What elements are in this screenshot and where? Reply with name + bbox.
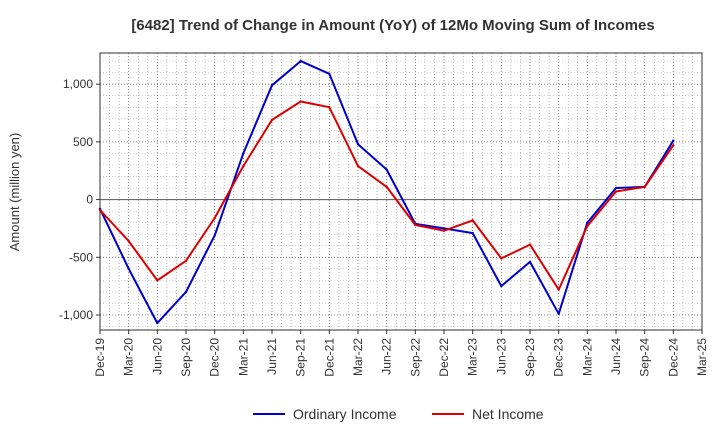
x-tick-label: Sep-24: [638, 338, 652, 377]
data-point: [414, 223, 417, 227]
data-point: [299, 59, 302, 63]
data-point: [270, 118, 274, 122]
data-point: [442, 229, 446, 232]
data-point: [672, 144, 675, 147]
x-tick-label: Dec-23: [552, 338, 566, 377]
y-axis-label: Amount (million yen): [7, 133, 22, 252]
data-point: [442, 227, 446, 230]
x-tick-label: Sep-20: [179, 338, 193, 377]
chart-title: [6482] Trend of Change in Amount (YoY) o…: [131, 17, 654, 34]
minor-gridlines: [100, 53, 702, 330]
data-point: [385, 168, 388, 171]
data-point: [385, 185, 388, 189]
data-point: [557, 312, 560, 316]
data-point: [213, 216, 216, 220]
x-tick-label: Jun-21: [265, 338, 279, 375]
data-point: [127, 267, 130, 271]
data-point: [643, 185, 646, 189]
data-point: [184, 290, 188, 294]
legend: Ordinary Income Net Income: [253, 406, 544, 422]
x-tick-label: Sep-22: [408, 338, 422, 377]
data-point: [356, 142, 360, 146]
x-tick-label: Mar-24: [580, 338, 594, 376]
x-axis: Dec-19 Mar-20 Jun-20 Sep-20 Dec-20 Mar-21 Jun-…: [93, 53, 709, 377]
data-point: [328, 106, 331, 109]
x-tick-label: Jun-24: [609, 338, 623, 375]
x-tick-label: Dec-20: [208, 338, 222, 377]
y-tick-label: -500: [69, 250, 93, 264]
data-point: [299, 100, 302, 103]
legend-label: Net Income: [472, 406, 544, 422]
data-point: [672, 139, 675, 142]
data-point: [500, 284, 503, 288]
legend-item: Net Income: [432, 406, 544, 422]
data-point: [242, 164, 245, 168]
plot-background: [100, 53, 702, 330]
data-point: [528, 260, 532, 264]
data-point: [471, 219, 474, 222]
x-tick-label: Mar-20: [122, 338, 136, 376]
data-point: [500, 257, 503, 260]
x-tick-label: Dec-24: [666, 338, 680, 377]
data-point: [614, 190, 618, 193]
data-point: [213, 234, 216, 237]
x-tick-label: Mar-25: [695, 338, 709, 376]
y-tick-label: 0: [86, 193, 93, 207]
x-tick-label: Sep-23: [523, 338, 537, 377]
x-tick-label: Mar-22: [351, 338, 365, 376]
data-point: [127, 239, 130, 243]
data-point: [156, 321, 159, 325]
data-point: [586, 221, 589, 224]
data-point: [156, 279, 159, 282]
x-tick-label: Jun-22: [380, 338, 394, 375]
data-point: [586, 224, 589, 228]
legend-item: Ordinary Income: [253, 406, 397, 422]
data-point: [471, 231, 474, 235]
y-axis: 1,000 500 0 -500 -1,000: [59, 77, 702, 322]
plot-area: Dec-19 Mar-20 Jun-20 Sep-20 Dec-20 Mar-21 Jun-…: [59, 52, 709, 377]
data-point: [242, 152, 245, 155]
data-point: [98, 208, 102, 212]
y-tick-label: -1,000: [59, 308, 93, 322]
x-tick-label: Mar-21: [236, 338, 250, 376]
data-point: [614, 186, 618, 190]
x-tick-label: Jun-20: [150, 338, 164, 375]
y-tick-label: 1,000: [63, 77, 93, 91]
y-tick-label: 500: [73, 135, 93, 149]
x-tick-label: Jun-23: [494, 338, 508, 375]
data-point: [184, 259, 188, 262]
series-net-income: [98, 100, 675, 291]
data-point: [528, 243, 532, 246]
x-tick-label: Dec-22: [437, 338, 451, 377]
data-point: [356, 164, 360, 168]
data-point: [270, 84, 274, 87]
data-point: [557, 288, 560, 291]
x-tick-label: Dec-21: [322, 338, 336, 377]
x-tick-label: Dec-19: [93, 338, 107, 377]
data-point: [328, 72, 331, 75]
plot-frame: [99, 52, 703, 331]
x-tick-label: Sep-21: [294, 338, 308, 377]
x-tick-label: Mar-23: [466, 338, 480, 376]
legend-label: Ordinary Income: [293, 406, 397, 422]
